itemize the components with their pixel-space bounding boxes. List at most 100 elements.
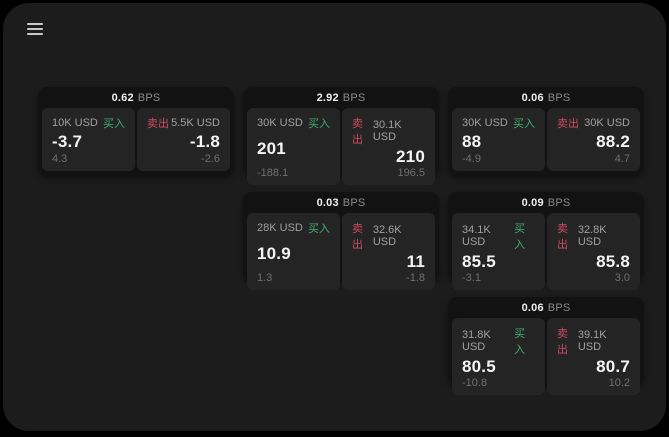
buy-panel[interactable]: 31.8K USD 买入 80.5 -10.8 (452, 318, 545, 395)
sell-header-row: 卖出 32.6K USD (352, 220, 425, 252)
buy-tag[interactable]: 买入 (514, 328, 526, 356)
sell-delta: 10.2 (608, 377, 630, 389)
sell-delta: 4.7 (614, 153, 630, 165)
quote-card[interactable]: 0.06 BPS 31.8K USD 买入 80.5 -10.8 卖出 39.1… (448, 297, 644, 395)
sell-panel[interactable]: 卖出 30K USD 88.2 4.7 (547, 108, 640, 171)
buy-value: 201 (257, 139, 286, 158)
bps-unit-label: BPS (547, 301, 571, 314)
buy-panel[interactable]: 34.1K USD 买入 85.5 -3.1 (452, 213, 545, 290)
bps-unit-label: BPS (547, 91, 571, 104)
card-panels: 31.8K USD 买入 80.5 -10.8 卖出 39.1K USD 80.… (448, 318, 644, 399)
sell-amount: 32.8K USD (577, 224, 607, 248)
menu-bar (27, 23, 43, 25)
buy-delta: -3.1 (462, 272, 481, 284)
sell-amount: 39.1K USD (577, 329, 607, 353)
buy-tag[interactable]: 买入 (308, 118, 330, 130)
bps-value: 0.03 (316, 196, 339, 209)
card-header: 0.03 BPS (243, 192, 439, 213)
bps-value: 0.09 (521, 196, 544, 209)
card-header: 0.62 BPS (38, 87, 234, 108)
buy-panel[interactable]: 30K USD 买入 88 -4.9 (452, 108, 545, 171)
quote-card[interactable]: 2.92 BPS 30K USD 买入 201 -188.1 卖出 30.1K … (243, 87, 439, 185)
bps-value: 0.06 (521, 301, 544, 314)
card-panels: 10K USD 买入 -3.7 4.3 卖出 5.5K USD -1.8 -2.… (38, 108, 234, 175)
buy-header-row: 10K USD 买入 (52, 115, 125, 131)
card-panels: 28K USD 买入 10.9 1.3 卖出 32.6K USD 11 -1.8 (243, 213, 439, 294)
card-panels: 30K USD 买入 88 -4.9 卖出 30K USD 88.2 4.7 (448, 108, 644, 175)
card-panels: 34.1K USD 买入 85.5 -3.1 卖出 32.8K USD 85.8… (448, 213, 644, 294)
menu-bar (27, 28, 43, 30)
quote-card[interactable]: 0.62 BPS 10K USD 买入 -3.7 4.3 卖出 5.5K USD (38, 87, 234, 175)
sell-value: 210 (396, 147, 425, 166)
quote-card[interactable]: 0.06 BPS 30K USD 买入 88 -4.9 卖出 30K USD (448, 87, 644, 175)
sell-header-row: 卖出 30.1K USD (352, 115, 425, 147)
sell-panel[interactable]: 卖出 30.1K USD 210 196.5 (342, 108, 435, 185)
sell-panel[interactable]: 卖出 32.6K USD 11 -1.8 (342, 213, 435, 290)
bps-value: 0.06 (521, 91, 544, 104)
buy-value: 88 (462, 132, 482, 151)
sell-amount: 30K USD (584, 117, 630, 129)
buy-tag[interactable]: 买入 (308, 223, 330, 235)
sell-panel[interactable]: 卖出 39.1K USD 80.7 10.2 (547, 318, 640, 395)
sell-amount: 30.1K USD (372, 119, 402, 143)
quote-card[interactable]: 0.09 BPS 34.1K USD 买入 85.5 -3.1 卖出 32.8K… (448, 192, 644, 290)
sell-tag[interactable]: 卖出 (557, 223, 568, 251)
buy-tag[interactable]: 买入 (103, 118, 125, 130)
buy-tag[interactable]: 买入 (514, 223, 526, 251)
sell-panel[interactable]: 卖出 5.5K USD -1.8 -2.6 (137, 108, 230, 171)
card-header: 0.06 BPS (448, 87, 644, 108)
bps-unit-label: BPS (137, 91, 161, 104)
buy-panel[interactable]: 30K USD 买入 201 -188.1 (247, 108, 340, 185)
bps-unit-label: BPS (342, 91, 366, 104)
buy-amount: 31.8K USD (462, 329, 491, 353)
sell-delta: 3.0 (614, 272, 630, 284)
sell-value: 85.8 (596, 252, 630, 271)
sell-value: 80.7 (596, 357, 630, 376)
sell-value: 11 (406, 252, 425, 271)
menu-bar (27, 33, 43, 35)
bps-value: 0.62 (111, 91, 134, 104)
buy-amount: 28K USD (257, 222, 303, 234)
buy-header-row: 28K USD 买入 (257, 220, 330, 236)
card-header: 2.92 BPS (243, 87, 439, 108)
buy-amount: 10K USD (52, 117, 98, 129)
card-panels: 30K USD 买入 201 -188.1 卖出 30.1K USD 210 1… (243, 108, 439, 189)
sell-header-row: 卖出 32.8K USD (557, 220, 630, 252)
sell-value: 88.2 (596, 132, 630, 151)
sell-delta: -2.6 (201, 153, 220, 165)
card-header: 0.06 BPS (448, 297, 644, 318)
buy-panel[interactable]: 10K USD 买入 -3.7 4.3 (42, 108, 135, 171)
buy-header-row: 30K USD 买入 (257, 115, 330, 131)
buy-header-row: 34.1K USD 买入 (462, 220, 535, 252)
buy-value: -3.7 (52, 132, 83, 151)
sell-tag[interactable]: 卖出 (557, 328, 568, 356)
sell-header-row: 卖出 30K USD (557, 115, 630, 131)
buy-tag[interactable]: 买入 (513, 118, 535, 130)
hamburger-menu-icon[interactable] (27, 23, 43, 35)
sell-tag[interactable]: 卖出 (147, 118, 169, 130)
sell-header-row: 卖出 5.5K USD (147, 115, 220, 131)
buy-header-row: 30K USD 买入 (462, 115, 535, 131)
buy-value: 10.9 (257, 244, 291, 263)
sell-amount: 5.5K USD (171, 117, 220, 129)
buy-delta: -4.9 (462, 153, 481, 165)
main-panel: 0.62 BPS 10K USD 买入 -3.7 4.3 卖出 5.5K USD (3, 3, 666, 431)
sell-tag[interactable]: 卖出 (352, 118, 363, 146)
sell-delta: 196.5 (397, 167, 425, 179)
buy-panel[interactable]: 28K USD 买入 10.9 1.3 (247, 213, 340, 290)
buy-amount: 34.1K USD (462, 224, 491, 248)
card-header: 0.09 BPS (448, 192, 644, 213)
quote-card[interactable]: 0.03 BPS 28K USD 买入 10.9 1.3 卖出 32.6K US… (243, 192, 439, 290)
buy-delta: 4.3 (52, 153, 68, 165)
sell-panel[interactable]: 卖出 32.8K USD 85.8 3.0 (547, 213, 640, 290)
sell-delta: -1.8 (406, 272, 425, 284)
sell-tag[interactable]: 卖出 (557, 118, 579, 130)
bps-unit-label: BPS (547, 196, 571, 209)
buy-value: 80.5 (462, 357, 496, 376)
bps-unit-label: BPS (342, 196, 366, 209)
quote-card-grid: 0.62 BPS 10K USD 买入 -3.7 4.3 卖出 5.5K USD (38, 87, 644, 395)
sell-tag[interactable]: 卖出 (352, 223, 363, 251)
sell-value: -1.8 (189, 132, 220, 151)
sell-amount: 32.6K USD (372, 224, 402, 248)
buy-header-row: 31.8K USD 买入 (462, 325, 535, 357)
